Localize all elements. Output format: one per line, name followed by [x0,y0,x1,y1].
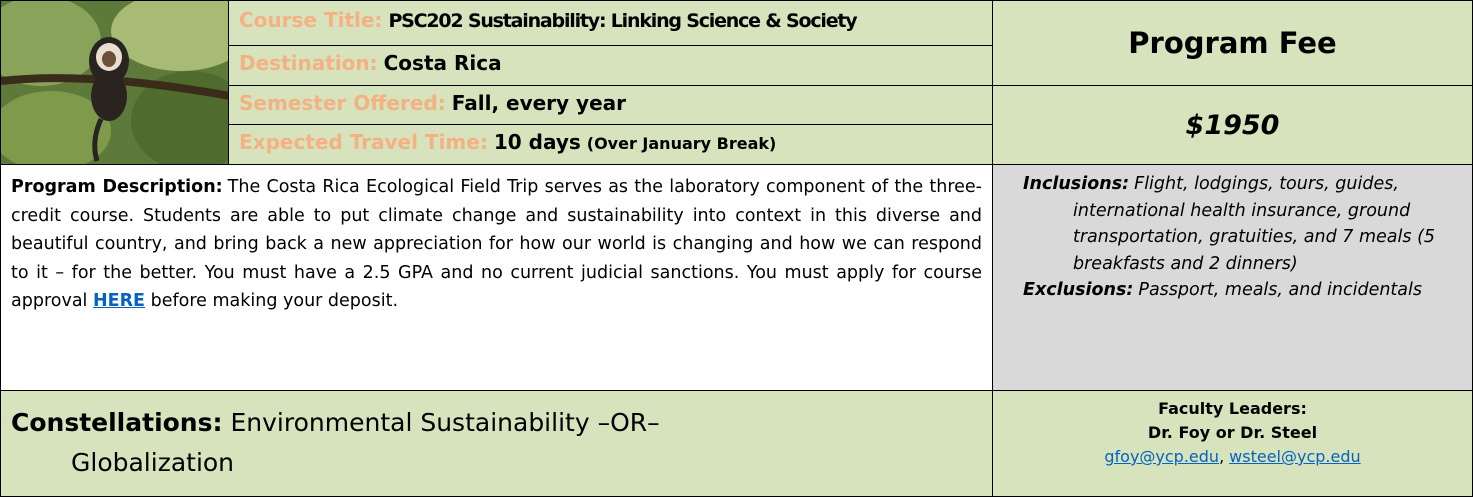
note: (Over January Break) [587,134,777,153]
label: Program Description: [11,177,223,197]
label: Constellations: [11,408,223,437]
value: 10 days [494,130,581,154]
value: Costa Rica [384,51,502,75]
label: Inclusions: [1023,174,1129,194]
photo-cell [0,0,229,165]
email[interactable]: wsteel@ycp.edu [1229,447,1360,466]
text: Passport, meals, and incidentals [1138,280,1422,300]
label: Faculty Leaders: [993,397,1472,421]
travel-row: Expected Travel Time:10 days (Over Januar… [228,124,993,165]
inclusions-cell: Inclusions:Flight, lodgings, tours, guid… [992,164,1473,391]
inclusions: Inclusions:Flight, lodgings, tours, guid… [1023,171,1462,277]
description: Program Description:The Costa Rica Ecolo… [0,164,993,391]
fee-title: Program Fee [992,0,1473,86]
constellations: Constellations:Environmental Sustainabil… [0,390,993,497]
names: Dr. Foy or Dr. Steel [993,421,1472,445]
value: Fall, every year [452,91,626,115]
page: Course Title: PSC202 Sustainability: Link… [0,0,1473,497]
value: PSC202 Sustainability: Linking Science &… [388,10,856,32]
separator: , [1219,447,1224,466]
label: Exclusions: [1023,280,1133,300]
label: Course Title: [239,8,382,32]
emails: gfoy@ycp.edu, wsteel@ycp.edu [993,445,1472,469]
exclusions: Exclusions:Passport, meals, and incident… [1023,277,1462,304]
photo [1,1,229,165]
email[interactable]: gfoy@ycp.edu [1104,447,1219,466]
label: Expected Travel Time: [239,130,488,154]
text: before making your deposit. [151,291,398,311]
label: Destination: [239,51,378,75]
constellations-text: Constellations:Environmental Sustainabil… [11,403,691,483]
link[interactable]: HERE [93,291,145,311]
faculty: Faculty Leaders: Dr. Foy or Dr. Steel gf… [992,390,1473,497]
fee-amount: $1950 [992,85,1473,165]
semester-row: Semester Offered:Fall, every year [228,85,993,125]
label: Semester Offered: [239,91,446,115]
destination-row: Destination:Costa Rica [228,45,993,86]
course-title-row: Course Title: PSC202 Sustainability: Link… [228,0,993,46]
